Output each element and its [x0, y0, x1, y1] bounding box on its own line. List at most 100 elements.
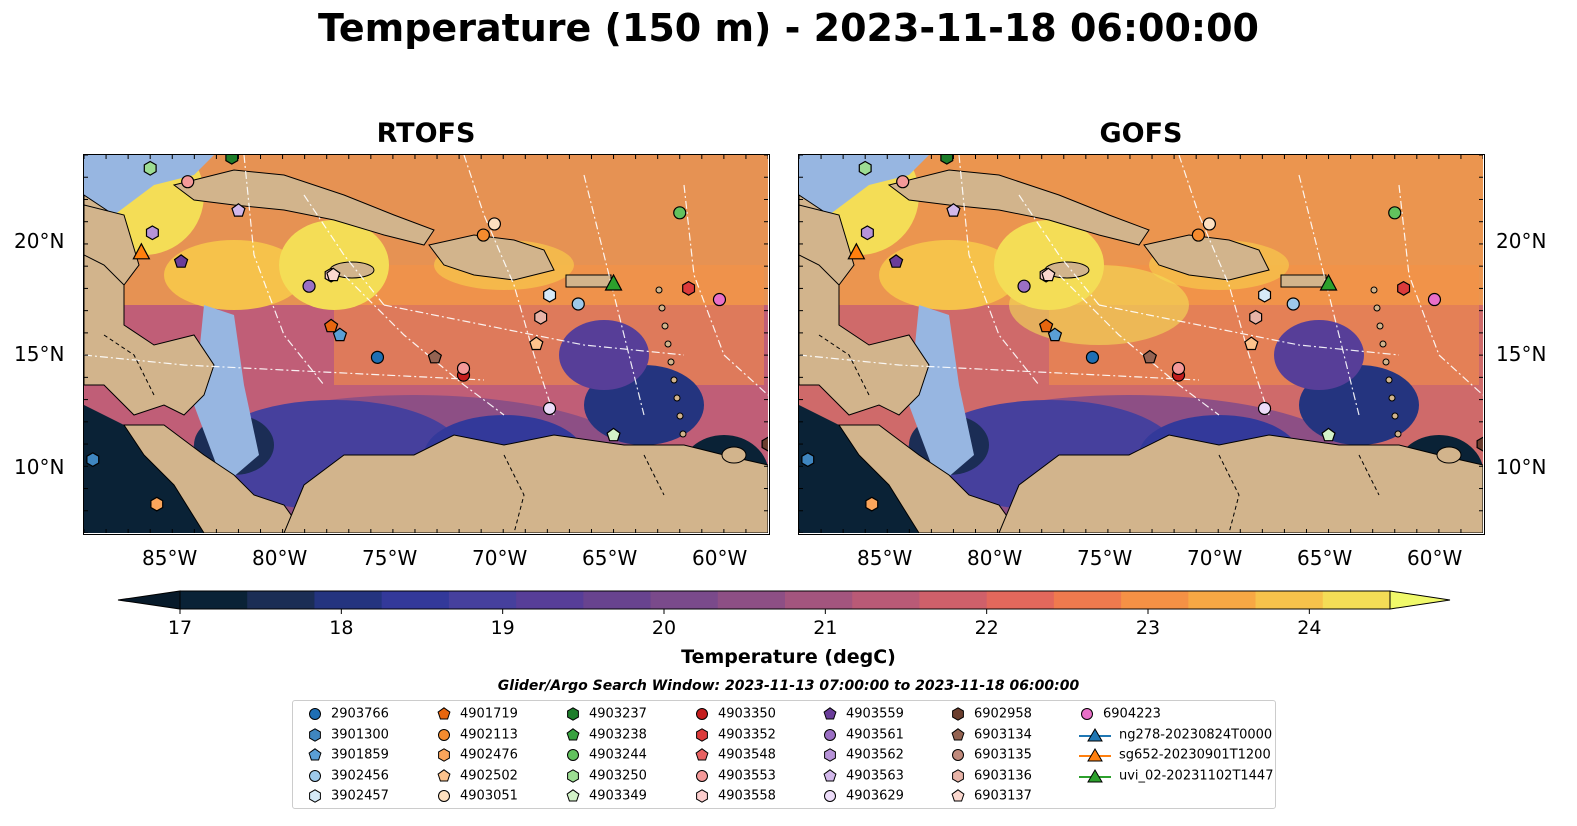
float-marker [487, 217, 501, 231]
legend-label: 4901719 [460, 706, 518, 722]
legend-item: 4903349 [563, 788, 647, 804]
figure-title: Temperature (150 m) - 2023-11-18 06:00:0… [317, 6, 1259, 50]
colorbar-segment [852, 591, 920, 609]
legend-label: uvi_02-20231102T1447 [1119, 768, 1274, 783]
map-panel-rtofs[interactable] [83, 154, 770, 535]
colorbar-tick-label: 18 [329, 617, 353, 639]
legend-marker-icon [309, 789, 321, 803]
float-marker [571, 297, 585, 311]
float-marker [1171, 361, 1186, 376]
float-marker [370, 350, 385, 364]
legend-marker-icon [566, 789, 580, 802]
map-panel-gofs[interactable] [798, 154, 1485, 535]
float-marker [534, 309, 548, 325]
float-marker [888, 254, 904, 268]
float-marker [946, 203, 961, 217]
legend-marker-icon [309, 727, 321, 742]
colorbar-tick-label: 24 [1297, 617, 1321, 639]
legend-marker-icon [951, 789, 965, 802]
legend-label: 6903137 [974, 788, 1032, 804]
legend-item: uvi_02-20231102T1447 [1077, 768, 1273, 784]
legend-marker-icon [952, 768, 964, 783]
legend-label: 4903559 [846, 706, 904, 722]
float-marker [86, 452, 100, 468]
legend-item: 3902456 [305, 768, 389, 784]
float-marker [1142, 349, 1158, 364]
float-marker [606, 427, 621, 442]
float-marker [682, 280, 696, 296]
legend-marker-icon [437, 707, 451, 720]
lon-tick-label: 80°W [252, 546, 308, 570]
legend-label: 4903349 [589, 788, 647, 804]
legend-item: 6903135 [948, 747, 1032, 763]
float-marker [801, 452, 815, 468]
legend-label: 6903135 [974, 747, 1032, 763]
legend-marker-icon [567, 707, 579, 721]
colorbar-tick-label: 19 [491, 617, 515, 639]
legend-item: 2903766 [305, 706, 389, 722]
panel-title-rtofs: RTOFS [376, 118, 476, 149]
lon-tick-label: 80°W [967, 546, 1023, 570]
legend-item: 4903561 [820, 727, 904, 743]
lon-tick-label: 85°W [142, 546, 198, 570]
legend-marker-icon [438, 790, 450, 802]
float-marker [150, 496, 164, 512]
colorbar-segment [583, 591, 652, 609]
legend-item: 4903548 [692, 747, 776, 763]
colorbar-label: Temperature (degC) [681, 646, 896, 668]
legend-item: 4903350 [692, 706, 776, 722]
float-marker [1202, 217, 1216, 231]
legend-marker-icon [951, 727, 965, 740]
legend-label: 4903237 [589, 706, 647, 722]
legend-marker-icon [567, 749, 579, 761]
colorbar-segment [717, 591, 786, 609]
legend-item: 4903629 [820, 788, 904, 804]
float-marker [145, 225, 159, 241]
lon-tick-label: 65°W [1297, 546, 1353, 570]
float-marker [1257, 401, 1272, 416]
lat-tick-label: 15°N [1496, 342, 1547, 366]
lon-tick-label: 85°W [857, 546, 913, 570]
legend-marker-icon [952, 707, 964, 721]
lat-tick-label: 15°N [14, 342, 65, 366]
legend-marker-icon [437, 768, 451, 781]
float-marker [173, 254, 189, 268]
legend-item: 4903250 [563, 768, 647, 784]
float-marker [1085, 350, 1100, 364]
float-marker [712, 292, 727, 307]
legend-item: 4903238 [563, 727, 647, 743]
legend-item: 4903352 [692, 727, 776, 743]
lat-tick-label: 10°N [1496, 455, 1547, 479]
colorbar-segment [1322, 591, 1391, 609]
legend-item: 3902457 [305, 788, 389, 804]
legend-label: 4902113 [460, 727, 518, 742]
legend-marker-icon [1079, 748, 1111, 762]
legend-label: 4902476 [460, 747, 518, 763]
float-marker [1017, 279, 1031, 293]
glider-marker [604, 273, 623, 291]
legend-label: 4903250 [589, 768, 647, 783]
colorbar-segment [381, 591, 450, 609]
legend-marker-icon [823, 768, 837, 781]
float-marker [326, 267, 341, 282]
colorbar-segment [180, 591, 248, 609]
float-marker [1041, 267, 1056, 282]
lat-tick-label: 10°N [14, 455, 65, 479]
float-marker [302, 279, 316, 293]
legend-item: 4901719 [434, 706, 518, 722]
float-marker [1244, 336, 1259, 351]
legend-label: 4903350 [718, 706, 776, 722]
legend-label: 4903244 [589, 747, 647, 763]
panel-title-gofs: GOFS [1099, 118, 1183, 149]
colorbar-segment [1053, 591, 1122, 609]
legend-item: 4902113 [434, 727, 518, 743]
float-marker [1258, 287, 1272, 303]
legend-marker-icon [824, 790, 836, 802]
legend-marker-icon [823, 707, 837, 720]
lon-tick-label: 75°W [1077, 546, 1133, 570]
lat-tick-label: 20°N [1496, 229, 1547, 253]
lon-tick-label: 70°W [1187, 546, 1243, 570]
float-marker [1321, 427, 1336, 442]
legend-marker-icon [824, 728, 836, 741]
float-marker [858, 160, 872, 176]
